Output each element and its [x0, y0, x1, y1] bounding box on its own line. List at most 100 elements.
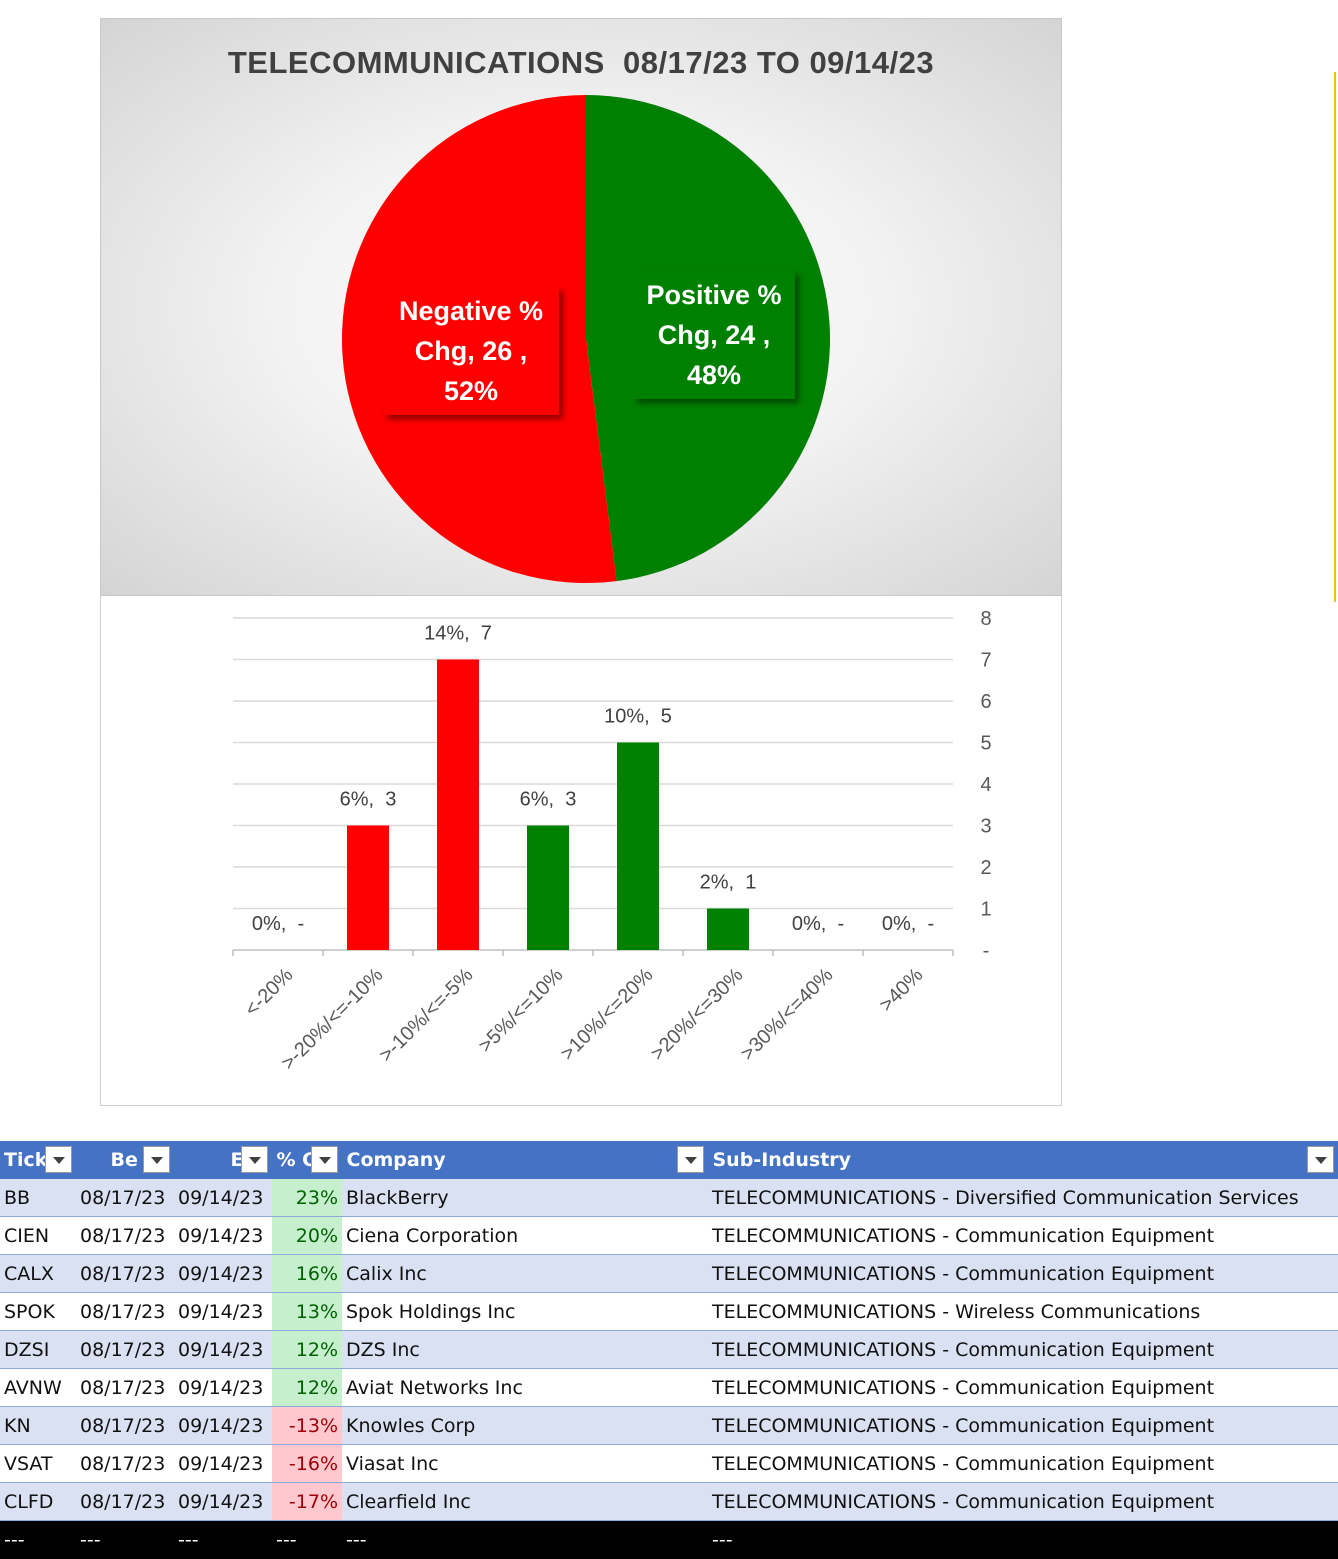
end-date-cell[interactable]: 09/14/23 — [174, 1216, 272, 1255]
pie-chart — [342, 95, 830, 583]
total-cell: --- — [708, 1520, 1338, 1559]
bar-chart-panel: -1 2 3 4 5 6 7 8 0%, - <-20% 6%, 3 >-20%/<=-10% 14%,… — [100, 596, 1062, 1106]
pct-change-cell[interactable]: 16% — [272, 1254, 342, 1293]
begin-date-cell[interactable]: 08/17/23 — [76, 1368, 174, 1407]
ticker-cell[interactable]: SPOK — [0, 1292, 76, 1331]
end-date-cell[interactable]: 09/14/23 — [174, 1254, 272, 1293]
bar — [707, 908, 749, 950]
company-cell[interactable]: Viasat Inc — [342, 1444, 708, 1483]
total-cell: --- — [174, 1520, 272, 1559]
col-header-label: E — [230, 1149, 244, 1171]
begin-date-cell[interactable]: 08/17/23 — [76, 1330, 174, 1369]
pct-change-cell[interactable]: 20% — [272, 1216, 342, 1255]
company-cell[interactable]: BlackBerry — [342, 1179, 708, 1217]
sub-industry-cell[interactable]: TELECOMMUNICATIONS - Diversified Communi… — [708, 1179, 1338, 1217]
sub-industry-cell[interactable]: TELECOMMUNICATIONS - Communication Equip… — [708, 1444, 1338, 1483]
x-tick-label: >40% — [875, 964, 927, 1016]
ticker-cell[interactable]: AVNW — [0, 1368, 76, 1407]
ticker-cell[interactable]: BB — [0, 1179, 76, 1217]
end-date-cell[interactable]: 09/14/23 — [174, 1330, 272, 1369]
col-header-label: Be — [110, 1149, 138, 1171]
table-row[interactable]: DZSI 08/17/23 09/14/23 12% DZS Inc TELEC… — [0, 1330, 1338, 1369]
end-date-cell[interactable]: 09/14/23 — [174, 1292, 272, 1331]
filter-dropdown-icon[interactable] — [1306, 1146, 1334, 1173]
y-tick-label: 1 — [980, 899, 991, 921]
col-header-end: E — [174, 1141, 273, 1179]
table-row[interactable]: CALX 08/17/23 09/14/23 16% Calix Inc TEL… — [0, 1254, 1338, 1293]
end-date-cell[interactable]: 09/14/23 — [174, 1179, 272, 1217]
ticker-cell[interactable]: DZSI — [0, 1330, 76, 1369]
positive-label-line: Positive % — [646, 280, 782, 310]
total-cell: --- — [272, 1520, 342, 1559]
begin-date-cell[interactable]: 08/17/23 — [76, 1254, 174, 1293]
ticker-cell[interactable]: VSAT — [0, 1444, 76, 1483]
pct-change-cell[interactable]: -13% — [272, 1406, 342, 1445]
company-cell[interactable]: Clearfield Inc — [342, 1482, 708, 1521]
bar — [617, 742, 659, 950]
ticker-cell[interactable]: CALX — [0, 1254, 76, 1293]
begin-date-cell[interactable]: 08/17/23 — [76, 1482, 174, 1521]
x-tick-label: >30%/<=40% — [737, 964, 838, 1065]
sub-industry-cell[interactable]: TELECOMMUNICATIONS - Communication Equip… — [708, 1254, 1338, 1293]
end-date-cell[interactable]: 09/14/23 — [174, 1444, 272, 1483]
bar-data-label: 0%, - — [792, 913, 844, 935]
table-row[interactable]: KN 08/17/23 09/14/23 -13% Knowles Corp T… — [0, 1406, 1338, 1445]
sub-industry-cell[interactable]: TELECOMMUNICATIONS - Communication Equip… — [708, 1482, 1338, 1521]
table-row[interactable]: AVNW 08/17/23 09/14/23 12% Aviat Network… — [0, 1368, 1338, 1407]
y-tick-label: 3 — [980, 816, 991, 838]
col-header-label: Sub-Industry — [712, 1149, 852, 1171]
sub-industry-cell[interactable]: TELECOMMUNICATIONS - Communication Equip… — [708, 1406, 1338, 1445]
table-row[interactable]: CLFD 08/17/23 09/14/23 -17% Clearfield I… — [0, 1482, 1338, 1521]
end-date-cell[interactable]: 09/14/23 — [174, 1368, 272, 1407]
begin-date-cell[interactable]: 08/17/23 — [76, 1179, 174, 1217]
negative-label-line: Chg, 26 , — [414, 336, 528, 366]
sub-industry-cell[interactable]: TELECOMMUNICATIONS - Wireless Communicat… — [708, 1292, 1338, 1331]
bar — [437, 659, 479, 950]
table-row[interactable]: BB 08/17/23 09/14/23 23% BlackBerry TELE… — [0, 1179, 1338, 1217]
bar-data-label: 6%, 3 — [520, 789, 577, 811]
begin-date-cell[interactable]: 08/17/23 — [76, 1444, 174, 1483]
x-tick-label: >20%/<=30% — [647, 964, 748, 1065]
table-row[interactable]: VSAT 08/17/23 09/14/23 -16% Viasat Inc T… — [0, 1444, 1338, 1483]
company-cell[interactable]: Calix Inc — [342, 1254, 708, 1293]
filter-dropdown-icon[interactable] — [310, 1146, 338, 1173]
negative-label-line: 52% — [443, 376, 499, 406]
col-header-ticker: Tick — [0, 1141, 77, 1179]
company-cell[interactable]: Spok Holdings Inc — [342, 1292, 708, 1331]
company-cell[interactable]: Aviat Networks Inc — [342, 1368, 708, 1407]
total-cell: --- — [0, 1520, 76, 1559]
bar — [347, 825, 389, 950]
table-row[interactable]: SPOK 08/17/23 09/14/23 13% Spok Holdings… — [0, 1292, 1338, 1331]
negative-label-line: Negative % — [398, 296, 544, 326]
y-tick-label: 6 — [980, 691, 991, 713]
company-cell[interactable]: Knowles Corp — [342, 1406, 708, 1445]
pct-change-cell[interactable]: -17% — [272, 1482, 342, 1521]
begin-date-cell[interactable]: 08/17/23 — [76, 1406, 174, 1445]
ticker-cell[interactable]: CLFD — [0, 1482, 76, 1521]
table-row[interactable]: CIEN 08/17/23 09/14/23 20% Ciena Corpora… — [0, 1216, 1338, 1255]
col-header-label: Tick — [4, 1149, 48, 1171]
filter-dropdown-icon[interactable] — [142, 1146, 170, 1173]
company-cell[interactable]: DZS Inc — [342, 1330, 708, 1369]
sub-industry-cell[interactable]: TELECOMMUNICATIONS - Communication Equip… — [708, 1216, 1338, 1255]
begin-date-cell[interactable]: 08/17/23 — [76, 1216, 174, 1255]
end-date-cell[interactable]: 09/14/23 — [174, 1406, 272, 1445]
pct-change-cell[interactable]: 13% — [272, 1292, 342, 1331]
table-total-row: --- --- --- --- --- --- — [0, 1520, 1338, 1559]
begin-date-cell[interactable]: 08/17/23 — [76, 1292, 174, 1331]
pct-change-cell[interactable]: 12% — [272, 1368, 342, 1407]
end-date-cell[interactable]: 09/14/23 — [174, 1482, 272, 1521]
pct-change-cell[interactable]: -16% — [272, 1444, 342, 1483]
filter-dropdown-icon[interactable] — [676, 1146, 704, 1173]
sub-industry-cell[interactable]: TELECOMMUNICATIONS - Communication Equip… — [708, 1330, 1338, 1369]
filter-dropdown-icon[interactable] — [240, 1146, 268, 1173]
pct-change-cell[interactable]: 23% — [272, 1179, 342, 1217]
ticker-cell[interactable]: KN — [0, 1406, 76, 1445]
pct-change-cell[interactable]: 12% — [272, 1330, 342, 1369]
company-cell[interactable]: Ciena Corporation — [342, 1216, 708, 1255]
y-tick-label: 5 — [980, 733, 991, 755]
filter-dropdown-icon[interactable] — [44, 1146, 72, 1173]
ticker-cell[interactable]: CIEN — [0, 1216, 76, 1255]
sub-industry-cell[interactable]: TELECOMMUNICATIONS - Communication Equip… — [708, 1368, 1338, 1407]
